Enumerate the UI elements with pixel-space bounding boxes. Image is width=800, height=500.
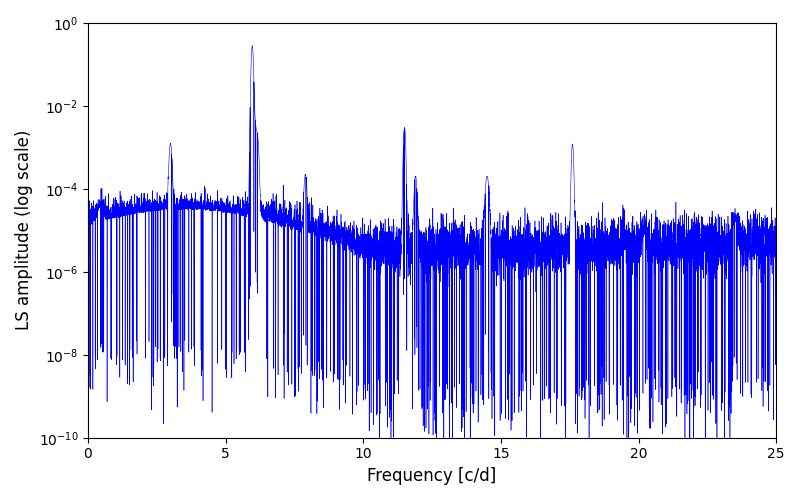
Y-axis label: LS amplitude (log scale): LS amplitude (log scale) — [15, 130, 33, 330]
X-axis label: Frequency [c/d]: Frequency [c/d] — [367, 467, 497, 485]
